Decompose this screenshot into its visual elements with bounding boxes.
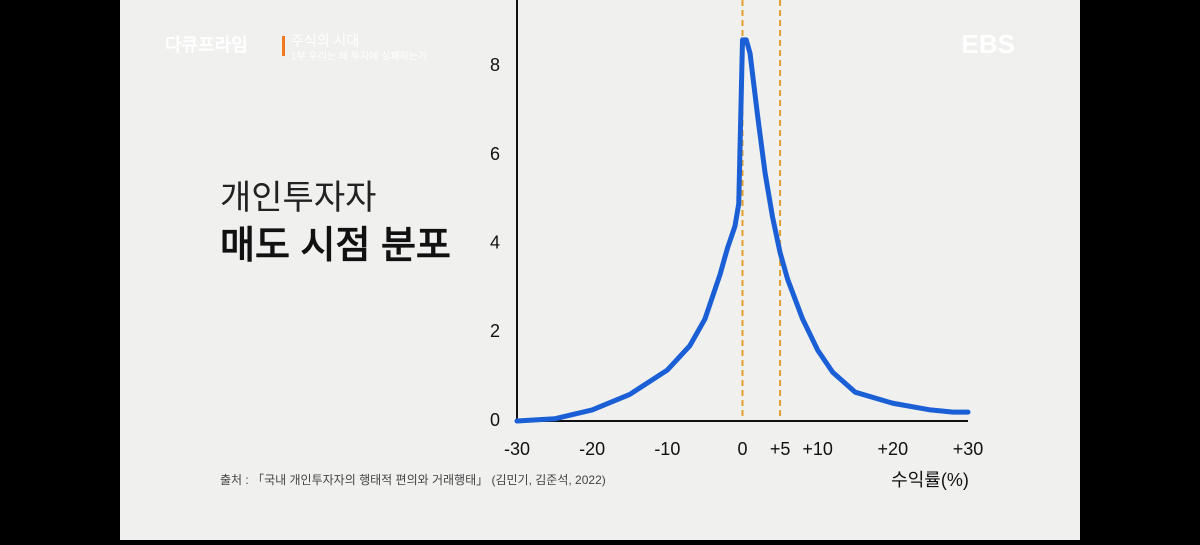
x-tick-label: -10 xyxy=(654,439,680,459)
episode-title: 주식의 시대 xyxy=(291,33,359,49)
x-tick-label: +20 xyxy=(878,439,909,459)
chart-subtitle: 매도 시점 분포 xyxy=(220,225,451,267)
episode-subtitle: 1부 우리는 왜 투자에 실패하는가 xyxy=(291,50,427,63)
y-tick-label: 2 xyxy=(490,321,500,341)
x-tick-label: +10 xyxy=(802,439,833,459)
x-tick-label: -30 xyxy=(504,439,530,459)
paper xyxy=(120,0,1080,540)
channel-logo: EBS xyxy=(962,29,1015,59)
data-line xyxy=(514,37,971,424)
x-tick-label: 0 xyxy=(737,439,747,459)
y-tick-label: 6 xyxy=(490,144,500,164)
logo-divider xyxy=(282,36,285,56)
x-tick-label: -20 xyxy=(579,439,605,459)
y-tick-label: 0 xyxy=(490,410,500,430)
chart-title: 개인투자자 xyxy=(220,179,376,217)
x-axis-label: 수익률(%) xyxy=(891,470,969,490)
source-note: 출처 : 「국내 개인투자자의 행태적 편의와 거래행태」 (김민기, 김준석,… xyxy=(220,472,606,487)
x-tick-label: +5 xyxy=(770,439,791,459)
y-tick-label: 8 xyxy=(490,55,500,75)
x-tick-label: +30 xyxy=(953,439,984,459)
program-logo: 다큐프라임 xyxy=(165,35,248,55)
y-tick-label: 4 xyxy=(490,232,500,252)
